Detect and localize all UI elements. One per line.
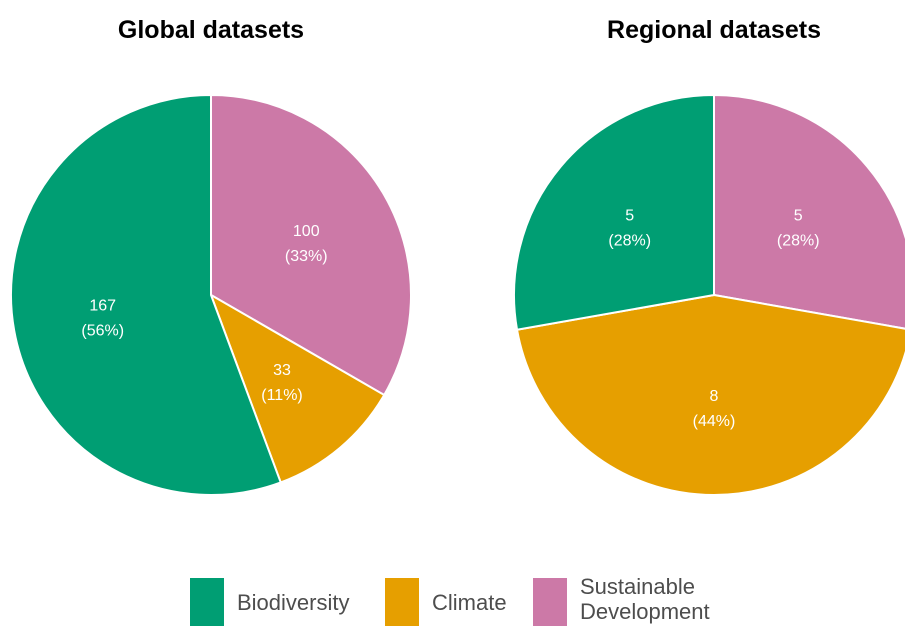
slice-percent-label: (11%): [261, 387, 303, 404]
slice-percent-label: (28%): [608, 232, 651, 249]
legend: Biodiversity Climate SustainableDevelopmen…: [190, 574, 710, 626]
slice-value-label: 167: [89, 297, 116, 314]
regional-pie-title: Regional datasets: [607, 16, 821, 44]
slice-value-label: 5: [625, 207, 634, 224]
slice-value-label: 8: [710, 388, 719, 405]
slice-percent-label: (28%): [777, 232, 820, 249]
pie-slice-biodiversity: [9, 93, 283, 496]
legend-item-biodiversity: Biodiversity: [190, 578, 349, 626]
pie-slice-sustainable-development: [210, 93, 412, 397]
pie-slice-biodiversity: [512, 93, 715, 331]
slice-percent-label: (44%): [693, 413, 736, 430]
legend-label: Development: [580, 599, 710, 624]
regional-datasets-pie: 5 (28%) 8 (44%) 5 (28%): [512, 93, 905, 497]
slice-percent-label: (56%): [81, 322, 124, 339]
legend-swatch: [385, 578, 419, 626]
global-pie-title: Global datasets: [118, 16, 304, 44]
pie-slice-climate: [515, 293, 905, 497]
legend-label: Climate: [432, 590, 507, 615]
pie-slice-climate: [209, 292, 386, 484]
global-datasets-pie: 100 (33%) 33 (11%) 167 (56%): [9, 93, 412, 496]
legend-swatch: [190, 578, 224, 626]
pie-slice-sustainable-development: [713, 93, 905, 330]
legend-item-climate: Climate: [385, 578, 507, 626]
legend-label: Biodiversity: [237, 590, 349, 615]
slice-value-label: 100: [293, 223, 320, 240]
slice-value-label: 33: [273, 362, 291, 379]
legend-label: Sustainable: [580, 574, 695, 599]
slice-value-label: 5: [794, 207, 803, 224]
legend-swatch: [533, 578, 567, 626]
slice-percent-label: (33%): [285, 248, 328, 265]
